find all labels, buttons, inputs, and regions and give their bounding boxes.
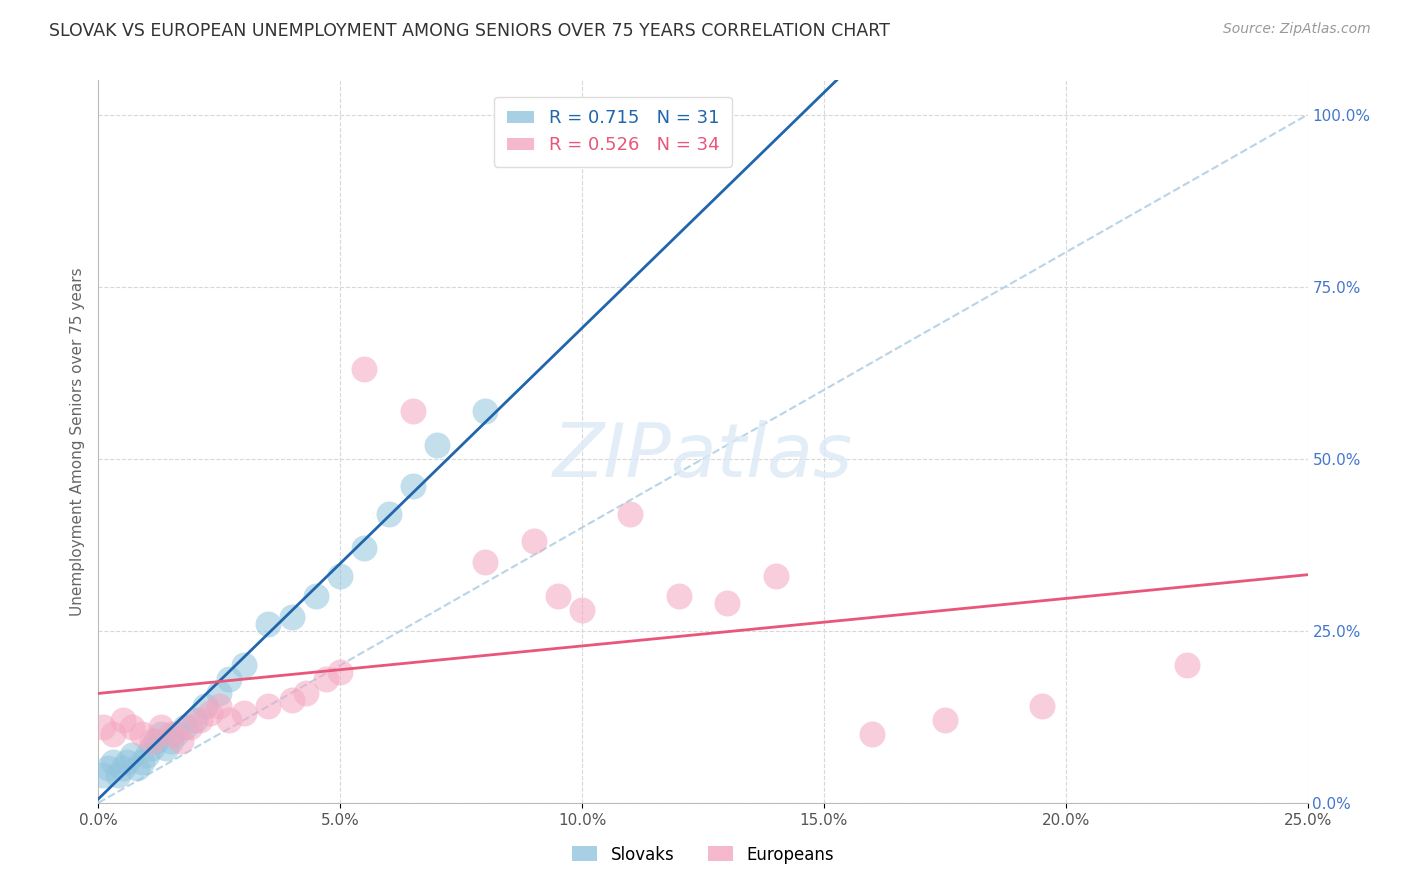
Point <box>402 403 425 417</box>
Point <box>353 541 375 556</box>
Point <box>135 747 157 762</box>
Point <box>155 740 177 755</box>
Point <box>860 727 883 741</box>
Point <box>353 362 375 376</box>
Point <box>232 658 254 673</box>
Point <box>165 727 187 741</box>
Point <box>547 590 569 604</box>
Point <box>765 568 787 582</box>
Point <box>101 755 124 769</box>
Legend: Slovaks, Europeans: Slovaks, Europeans <box>565 839 841 871</box>
Point <box>107 768 129 782</box>
Point <box>256 616 278 631</box>
Point <box>179 720 201 734</box>
Point <box>141 734 163 748</box>
Point <box>194 699 217 714</box>
Point <box>97 761 120 775</box>
Point <box>91 768 114 782</box>
Point <box>315 672 337 686</box>
Point <box>281 610 304 624</box>
Point <box>121 720 143 734</box>
Point <box>150 727 173 741</box>
Point <box>150 720 173 734</box>
Point <box>281 692 304 706</box>
Point <box>121 747 143 762</box>
Point <box>208 699 231 714</box>
Point <box>232 706 254 721</box>
Point <box>198 706 221 721</box>
Point <box>523 534 546 549</box>
Point <box>111 713 134 727</box>
Point <box>668 590 690 604</box>
Text: Source: ZipAtlas.com: Source: ZipAtlas.com <box>1223 22 1371 37</box>
Y-axis label: Unemployment Among Seniors over 75 years: Unemployment Among Seniors over 75 years <box>69 268 84 615</box>
Point <box>184 713 207 727</box>
Point <box>571 603 593 617</box>
Point <box>188 713 211 727</box>
Point <box>101 727 124 741</box>
Point <box>402 479 425 493</box>
Point <box>117 755 139 769</box>
Point <box>474 403 496 417</box>
Point <box>218 713 240 727</box>
Point <box>305 590 328 604</box>
Point <box>127 761 149 775</box>
Point <box>174 720 197 734</box>
Point <box>145 734 167 748</box>
Point <box>208 686 231 700</box>
Text: SLOVAK VS EUROPEAN UNEMPLOYMENT AMONG SENIORS OVER 75 YEARS CORRELATION CHART: SLOVAK VS EUROPEAN UNEMPLOYMENT AMONG SE… <box>49 22 890 40</box>
Point <box>256 699 278 714</box>
Point <box>426 438 449 452</box>
Point <box>111 761 134 775</box>
Point <box>160 727 183 741</box>
Point <box>131 755 153 769</box>
Text: ZIPatlas: ZIPatlas <box>553 420 853 492</box>
Point <box>160 734 183 748</box>
Point <box>91 720 114 734</box>
Point <box>218 672 240 686</box>
Point <box>716 596 738 610</box>
Legend: R = 0.715   N = 31, R = 0.526   N = 34: R = 0.715 N = 31, R = 0.526 N = 34 <box>495 96 731 167</box>
Point <box>329 665 352 679</box>
Point <box>934 713 956 727</box>
Point <box>474 555 496 569</box>
Point <box>619 507 641 521</box>
Point <box>1031 699 1053 714</box>
Point <box>169 734 191 748</box>
Point <box>295 686 318 700</box>
Point <box>1175 658 1198 673</box>
Point <box>377 507 399 521</box>
Point <box>131 727 153 741</box>
Point <box>141 740 163 755</box>
Point <box>329 568 352 582</box>
